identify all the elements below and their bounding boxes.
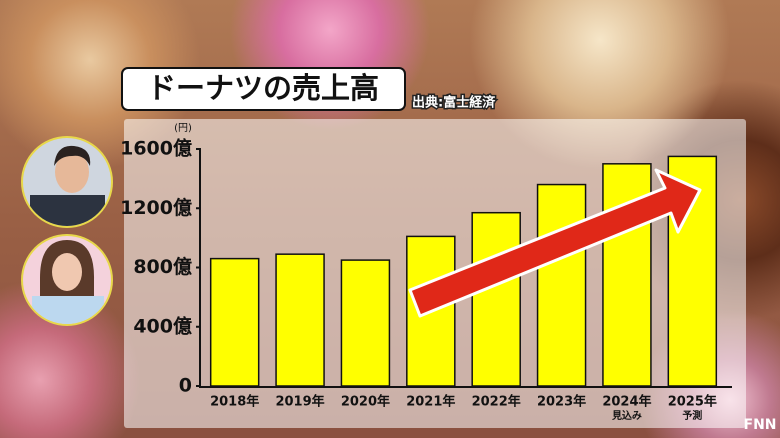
y-tick-label: 1200億 <box>120 196 192 219</box>
y-unit: (円) <box>174 123 192 134</box>
bar <box>275 253 325 387</box>
x-tick-note: 見込み <box>611 409 642 422</box>
y-tick-label: 400億 <box>133 314 192 337</box>
chart-title: ドーナツの売上高 <box>147 71 379 105</box>
bar <box>209 257 260 387</box>
x-tick-label: 2023年 <box>537 394 586 410</box>
source: 出典:富士経済 <box>412 95 496 111</box>
presenter-2 <box>21 234 113 326</box>
bar <box>471 211 521 387</box>
logo: FNN <box>744 417 777 433</box>
x-tick-label: 2022年 <box>472 394 521 410</box>
title-box <box>121 67 406 111</box>
x-tick-label: 2019年 <box>275 394 324 410</box>
y-tick-label: 800億 <box>133 255 192 278</box>
bar <box>340 259 391 387</box>
bar <box>536 183 587 387</box>
presenter-1 <box>21 136 113 228</box>
x-tick-label: 2024年 <box>602 394 651 410</box>
x-tick-label: 2018年 <box>210 394 259 410</box>
x-tick-note: 予測 <box>682 409 702 422</box>
y-tick-label: 0 <box>179 375 192 397</box>
x-tick-label: 2021年 <box>406 394 455 410</box>
x-tick-label: 2025年 <box>668 394 717 410</box>
x-tick-label: 2020年 <box>341 394 390 410</box>
trend-arrow <box>408 168 702 318</box>
y-tick-label: 1600億 <box>120 137 192 160</box>
